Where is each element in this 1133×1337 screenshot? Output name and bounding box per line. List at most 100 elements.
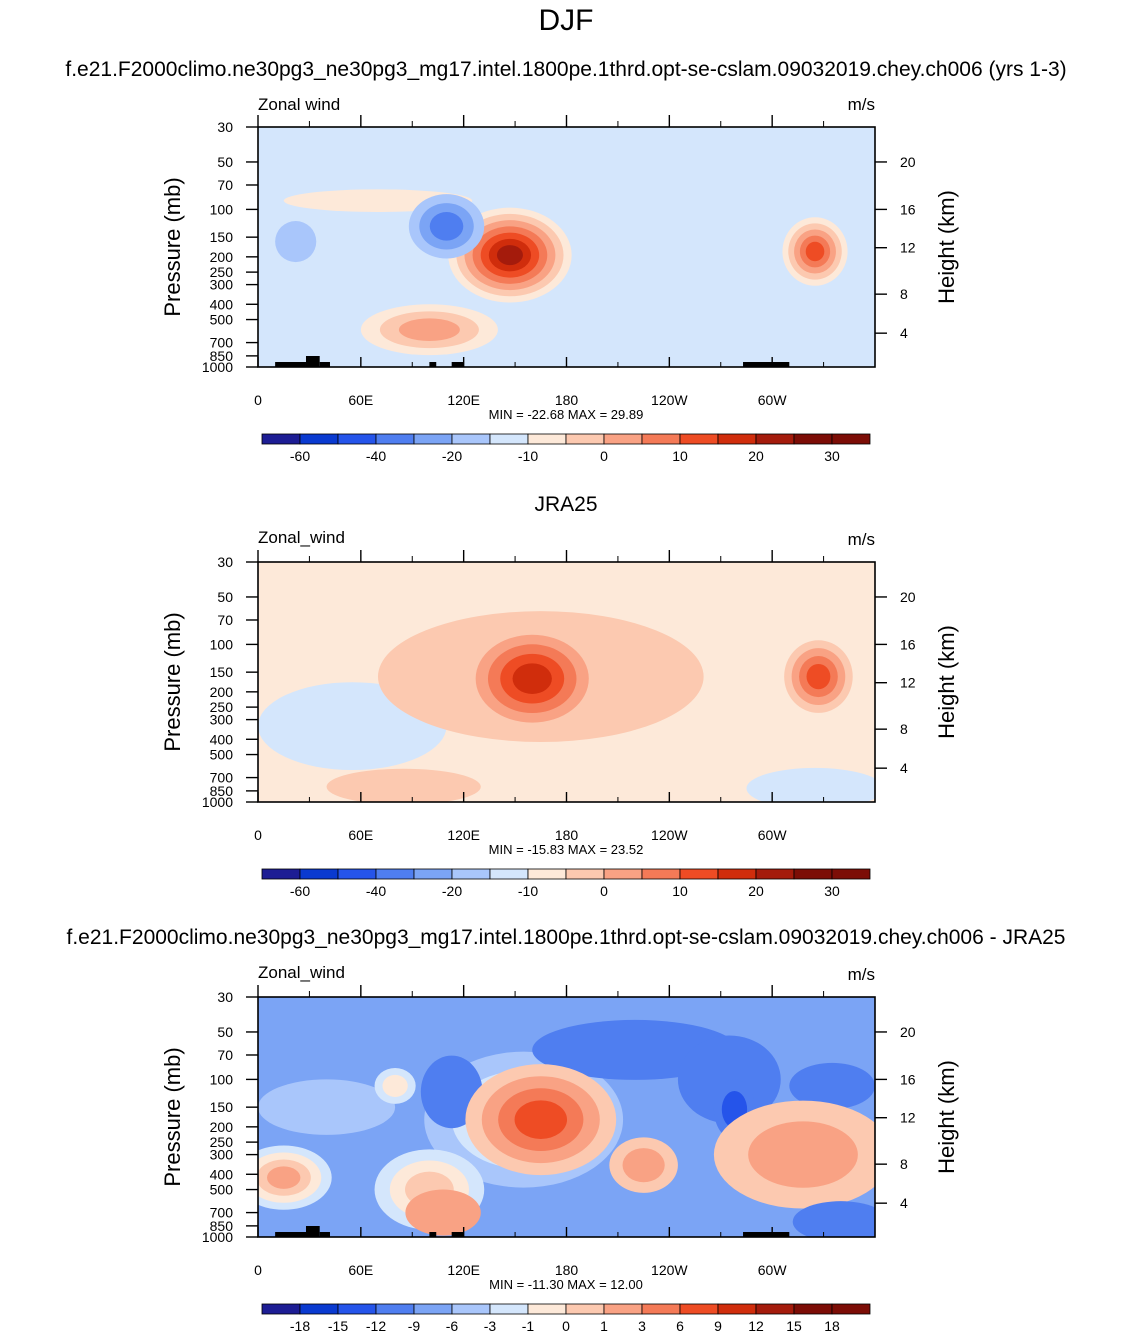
y2-axis-label: Height (km) xyxy=(934,190,959,304)
y-tick-label: 1000 xyxy=(202,794,233,810)
min-max-stats: MIN = -15.83 MAX = 23.52 xyxy=(489,842,644,857)
y-tick-label: 500 xyxy=(210,747,234,763)
colorbar-label: -12 xyxy=(366,1318,386,1334)
colorbar-label: 1 xyxy=(600,1318,608,1334)
panel-title: f.e21.F2000climo.ne30pg3_ne30pg3_mg17.in… xyxy=(65,58,1066,81)
y-tick-label: 250 xyxy=(210,699,234,715)
colorbar-label: 10 xyxy=(672,883,688,899)
y-tick-label: 100 xyxy=(210,201,234,217)
colorbar-box xyxy=(603,1303,643,1315)
colorbar-box xyxy=(755,433,795,445)
colorbar-box xyxy=(527,1303,567,1315)
y-tick-label: 850 xyxy=(210,348,234,364)
contour-level-2 xyxy=(405,1189,481,1236)
y-tick-label: 500 xyxy=(210,312,234,328)
y-tick-label: 200 xyxy=(210,684,234,700)
y-axis-label: Pressure (mb) xyxy=(160,612,185,751)
y-tick-label: 30 xyxy=(217,989,233,1005)
x-tick-label: 60W xyxy=(758,827,788,843)
colorbar-box xyxy=(831,433,871,445)
y2-tick-label: 16 xyxy=(900,201,916,217)
y-tick-label: 700 xyxy=(210,335,234,351)
colorbar-label: 3 xyxy=(638,1318,646,1334)
colorbar-label: -20 xyxy=(442,448,462,464)
min-max-stats: MIN = -11.30 MAX = 12.00 xyxy=(489,1277,643,1292)
colorbar-box xyxy=(641,868,681,880)
colorbar-label: 15 xyxy=(786,1318,802,1334)
x-tick-label: 60W xyxy=(758,1262,788,1278)
contour-level-0 xyxy=(382,1074,408,1097)
y-tick-label: 700 xyxy=(210,770,234,786)
colorbar-label: -15 xyxy=(328,1318,348,1334)
x-tick-label: 120E xyxy=(447,1262,480,1278)
colorbar-label: 10 xyxy=(672,448,688,464)
colorbar-box xyxy=(375,868,415,880)
colorbar-box xyxy=(527,868,567,880)
colorbar-box xyxy=(489,1303,529,1315)
y-tick-label: 50 xyxy=(217,1024,233,1040)
y-tick-label: 700 xyxy=(210,1205,234,1221)
colorbar-label: -6 xyxy=(446,1318,459,1334)
y-tick-label: 850 xyxy=(210,1218,234,1234)
colorbar-label: 30 xyxy=(824,448,840,464)
variable-label: Zonal_wind xyxy=(258,528,345,547)
colorbar-box xyxy=(299,433,339,445)
colorbar-label: 6 xyxy=(676,1318,684,1334)
colorbar-label: 0 xyxy=(562,1318,570,1334)
terrain-mask xyxy=(275,1226,790,1237)
contour-level-2 xyxy=(622,1148,665,1183)
contour-level--4 xyxy=(789,1062,875,1109)
y2-tick-label: 12 xyxy=(900,240,916,256)
terrain-mask xyxy=(275,356,790,367)
colorbar-box xyxy=(717,868,757,880)
y2-tick-label: 8 xyxy=(900,721,908,737)
contour-level-2 xyxy=(748,1121,858,1188)
panel-title: f.e21.F2000climo.ne30pg3_ne30pg3_mg17.in… xyxy=(67,926,1066,949)
colorbar-box xyxy=(717,433,757,445)
contour-level--4 xyxy=(429,212,464,241)
main-title: DJF xyxy=(539,4,594,37)
y2-tick-label: 16 xyxy=(900,1071,916,1087)
colorbar-label: -20 xyxy=(442,883,462,899)
y2-tick-label: 8 xyxy=(900,286,908,302)
colorbar-box xyxy=(451,868,491,880)
colorbar-label: 9 xyxy=(714,1318,722,1334)
y-tick-label: 400 xyxy=(210,296,234,312)
contour-level-2 xyxy=(267,1166,301,1189)
colorbar-label: -60 xyxy=(290,448,310,464)
contour-level-6 xyxy=(496,245,523,266)
colorbar-box xyxy=(565,1303,605,1315)
y-tick-label: 50 xyxy=(217,154,233,170)
y-tick-label: 150 xyxy=(210,1099,234,1115)
colorbar-label: 0 xyxy=(600,883,608,899)
colorbar-box xyxy=(793,868,833,880)
x-tick-label: 180 xyxy=(555,827,579,843)
y-axis-label: Pressure (mb) xyxy=(160,177,185,316)
x-tick-label: 60W xyxy=(758,392,788,408)
y-tick-label: 200 xyxy=(210,1119,234,1135)
colorbar-box xyxy=(413,868,453,880)
x-tick-label: 0 xyxy=(254,392,262,408)
contour-level-4 xyxy=(806,663,831,690)
colorbar-box xyxy=(565,868,605,880)
y-tick-label: 500 xyxy=(210,1182,234,1198)
colorbar-box xyxy=(831,868,871,880)
y-tick-label: 300 xyxy=(210,277,234,293)
x-tick-label: 120W xyxy=(651,1262,688,1278)
contour-field xyxy=(258,562,875,802)
contour-level--2 xyxy=(275,221,317,263)
colorbar-box xyxy=(299,868,339,880)
colorbar-box xyxy=(261,1303,301,1315)
terrain-block xyxy=(305,1226,320,1237)
colorbar-label: -9 xyxy=(408,1318,421,1334)
colorbar-label: 30 xyxy=(824,883,840,899)
x-tick-label: 60E xyxy=(348,1262,373,1278)
terrain-block xyxy=(451,1232,464,1237)
y-tick-label: 100 xyxy=(210,1071,234,1087)
y2-tick-label: 16 xyxy=(900,636,916,652)
y-tick-label: 70 xyxy=(217,177,233,193)
contour-level-5 xyxy=(512,663,552,694)
y-tick-label: 400 xyxy=(210,1166,234,1182)
terrain-block xyxy=(275,362,306,367)
